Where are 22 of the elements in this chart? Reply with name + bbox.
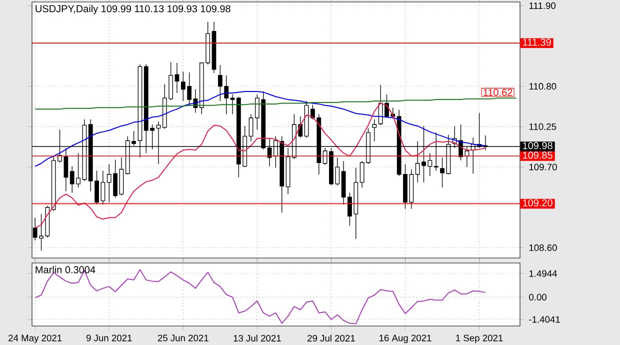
ref-line-label: 109.98: [523, 142, 552, 150]
chart-title: USDJPY,Daily 109.99 110.13 109.93 109.98: [36, 4, 230, 14]
y-tick-label: 0.00: [529, 294, 547, 300]
x-tick-label: 9 Jun 2021: [86, 334, 132, 342]
y-tick-label: 109.70: [529, 164, 557, 170]
x-tick-label: 16 Aug 2021: [379, 334, 432, 344]
y-tick-label: 110.25: [529, 123, 556, 130]
annotation: 110.62: [484, 88, 512, 96]
y-tick-label: -1.4041: [529, 316, 560, 323]
ref-line-label: 111.39: [523, 38, 551, 46]
x-tick-label: 25 Jun 2021: [158, 334, 208, 342]
ref-line-label: 109.20: [523, 199, 552, 206]
y-tick-label: 1.4944: [529, 270, 557, 277]
x-tick-label: 1 Sep 2021: [456, 334, 503, 344]
x-tick-label: 29 Jul 2021: [308, 334, 355, 342]
x-tick-label: 13 Jul 2021: [234, 334, 281, 342]
y-tick-label: 108.60: [529, 244, 557, 252]
y-tick-label: 110.80: [529, 83, 556, 90]
chart-title: Marlin 0.3004: [36, 266, 96, 274]
x-tick-label: 24 May 2021: [8, 334, 62, 344]
y-tick-label: 111.90: [529, 2, 556, 9]
ref-line-label: 109.85: [523, 152, 552, 159]
